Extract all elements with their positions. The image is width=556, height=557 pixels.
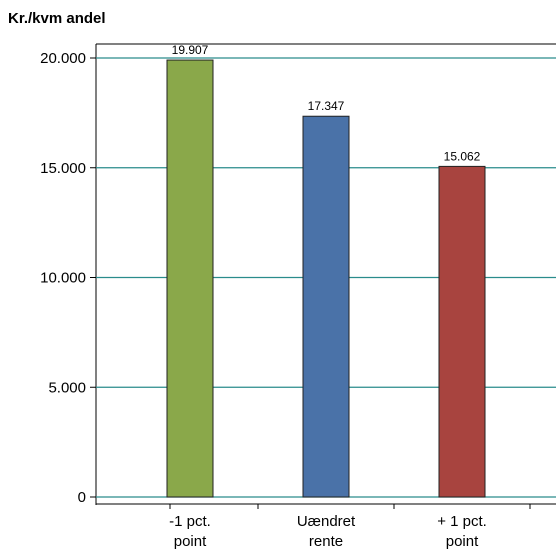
bar-value-label: 19.907: [172, 43, 209, 57]
bar-value-label: 15.062: [444, 149, 481, 163]
bar-value-label: 17.347: [308, 99, 345, 113]
x-tick-label: + 1 pct. point: [437, 513, 487, 550]
bar: [438, 165, 486, 498]
y-tick-label: 20.000: [40, 50, 86, 67]
bar: [302, 115, 350, 498]
x-tick-label: Uændret rente: [297, 513, 356, 550]
y-tick-label: 10.000: [40, 270, 86, 287]
y-tick-label: 5.000: [48, 379, 86, 396]
bar: [166, 59, 214, 498]
y-axis-title: Kr./kvm andel: [8, 10, 106, 27]
y-tick-label: 15.000: [40, 160, 86, 177]
y-tick-label: 0: [78, 489, 86, 506]
x-tick-label: -1 pct. point: [169, 513, 211, 550]
